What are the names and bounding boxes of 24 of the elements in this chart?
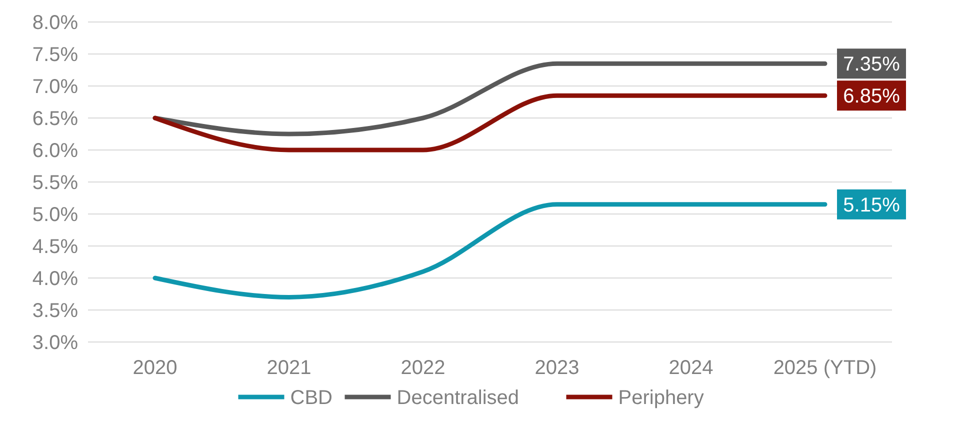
x-tick-label: 2023 [534, 357, 580, 379]
y-tick-label: 4.0% [32, 268, 78, 290]
y-tick-label: 3.5% [32, 300, 78, 322]
y-tick-label: 4.5% [32, 236, 78, 258]
line-series [152, 202, 828, 300]
y-tick-label: 7.0% [32, 76, 78, 98]
data-label: 7.35% [843, 54, 900, 76]
y-tick-label: 5.0% [32, 204, 78, 226]
legend-label: Decentralised [396, 387, 520, 409]
x-tick-label: 2024 [668, 357, 714, 379]
y-tick-label: 8.0% [32, 12, 78, 34]
y-tick-label: 3.0% [32, 332, 78, 354]
data-label: 5.15% [843, 194, 900, 216]
y-tick-label: 7.5% [32, 44, 78, 66]
x-tick-label: 2025 (YTD) [773, 357, 877, 379]
data-label: 6.85% [843, 86, 900, 108]
x-tick-label: 2022 [400, 357, 446, 379]
x-tick-label: 2021 [266, 357, 312, 379]
y-tick-label: 6.0% [32, 140, 78, 162]
legend-label: CBD [290, 387, 332, 409]
y-tick-label: 6.5% [32, 108, 78, 130]
legend-label: Periphery [618, 387, 704, 409]
x-tick-label: 2020 [132, 357, 178, 379]
y-tick-label: 5.5% [32, 172, 78, 194]
